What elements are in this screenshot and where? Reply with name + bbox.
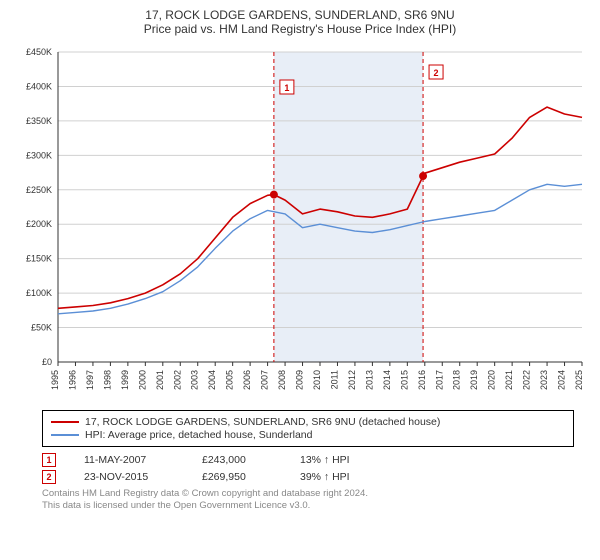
transaction-hpi: 13% ↑ HPI: [300, 454, 390, 466]
svg-text:2000: 2000: [137, 370, 147, 390]
chart-svg: £0 £50K £100K £150K £200K £250K £300K £350K £400…: [10, 42, 590, 402]
transaction-marker: 2: [42, 470, 56, 484]
svg-text:2023: 2023: [539, 370, 549, 390]
legend-item-hpi: HPI: Average price, detached house, Sund…: [51, 429, 565, 441]
transaction-row: 2 23-NOV-2015 £269,950 39% ↑ HPI: [42, 470, 574, 484]
svg-text:2011: 2011: [329, 370, 339, 389]
svg-text:2007: 2007: [260, 370, 270, 390]
svg-text:2012: 2012: [347, 370, 357, 390]
svg-text:£0: £0: [42, 357, 52, 367]
svg-text:£50K: £50K: [31, 323, 52, 333]
transactions-table: 1 11-MAY-2007 £243,000 13% ↑ HPI 2 23-NO…: [42, 453, 574, 484]
svg-text:£300K: £300K: [26, 150, 52, 160]
svg-text:£100K: £100K: [26, 288, 52, 298]
svg-text:£350K: £350K: [26, 116, 52, 126]
svg-text:2016: 2016: [417, 370, 427, 390]
svg-text:2022: 2022: [522, 370, 532, 390]
legend-swatch-hpi: [51, 434, 79, 436]
svg-text:£200K: £200K: [26, 219, 52, 229]
transaction-date: 11-MAY-2007: [84, 454, 174, 466]
svg-text:2003: 2003: [190, 370, 200, 390]
legend: 17, ROCK LODGE GARDENS, SUNDERLAND, SR6 …: [42, 410, 574, 447]
svg-text:2: 2: [434, 68, 439, 78]
svg-text:2019: 2019: [469, 370, 479, 390]
transaction-marker: 1: [42, 453, 56, 467]
svg-text:1: 1: [284, 83, 289, 93]
svg-text:1996: 1996: [67, 370, 77, 390]
svg-text:2020: 2020: [487, 370, 497, 390]
transaction-hpi: 39% ↑ HPI: [300, 471, 390, 483]
transaction-price: £269,950: [202, 471, 272, 483]
svg-text:2006: 2006: [242, 370, 252, 390]
svg-text:2021: 2021: [504, 370, 514, 390]
legend-label-property: 17, ROCK LODGE GARDENS, SUNDERLAND, SR6 …: [85, 416, 440, 428]
svg-text:2024: 2024: [557, 370, 567, 390]
svg-text:2001: 2001: [155, 370, 165, 390]
transaction-row: 1 11-MAY-2007 £243,000 13% ↑ HPI: [42, 453, 574, 467]
svg-text:2017: 2017: [434, 370, 444, 390]
transaction-price: £243,000: [202, 454, 272, 466]
legend-swatch-property: [51, 421, 79, 423]
svg-text:£450K: £450K: [26, 47, 52, 57]
attribution-line1: Contains HM Land Registry data © Crown c…: [42, 488, 574, 500]
attribution-line2: This data is licensed under the Open Gov…: [42, 500, 574, 512]
price-chart: £0 £50K £100K £150K £200K £250K £300K £350K £400…: [10, 42, 590, 402]
attribution: Contains HM Land Registry data © Crown c…: [42, 488, 574, 513]
svg-text:2015: 2015: [399, 370, 409, 390]
legend-item-property: 17, ROCK LODGE GARDENS, SUNDERLAND, SR6 …: [51, 416, 565, 428]
svg-text:1995: 1995: [50, 370, 60, 390]
chart-title-address: 17, ROCK LODGE GARDENS, SUNDERLAND, SR6 …: [10, 8, 590, 22]
svg-text:2004: 2004: [207, 370, 217, 390]
svg-text:£150K: £150K: [26, 254, 52, 264]
svg-text:1998: 1998: [102, 370, 112, 390]
svg-text:2002: 2002: [172, 370, 182, 390]
svg-text:2018: 2018: [452, 370, 462, 390]
svg-text:1997: 1997: [85, 370, 95, 390]
svg-text:2013: 2013: [364, 370, 374, 390]
chart-title-subtitle: Price paid vs. HM Land Registry's House …: [10, 22, 590, 36]
svg-text:2025: 2025: [574, 370, 584, 390]
svg-text:1999: 1999: [120, 370, 130, 390]
transaction-date: 23-NOV-2015: [84, 471, 174, 483]
svg-text:2010: 2010: [312, 370, 322, 390]
svg-text:2009: 2009: [295, 370, 305, 390]
svg-text:2008: 2008: [277, 370, 287, 390]
svg-text:£400K: £400K: [26, 81, 52, 91]
svg-text:2014: 2014: [382, 370, 392, 390]
svg-text:£250K: £250K: [26, 185, 52, 195]
svg-text:2005: 2005: [225, 370, 235, 390]
legend-label-hpi: HPI: Average price, detached house, Sund…: [85, 429, 312, 441]
